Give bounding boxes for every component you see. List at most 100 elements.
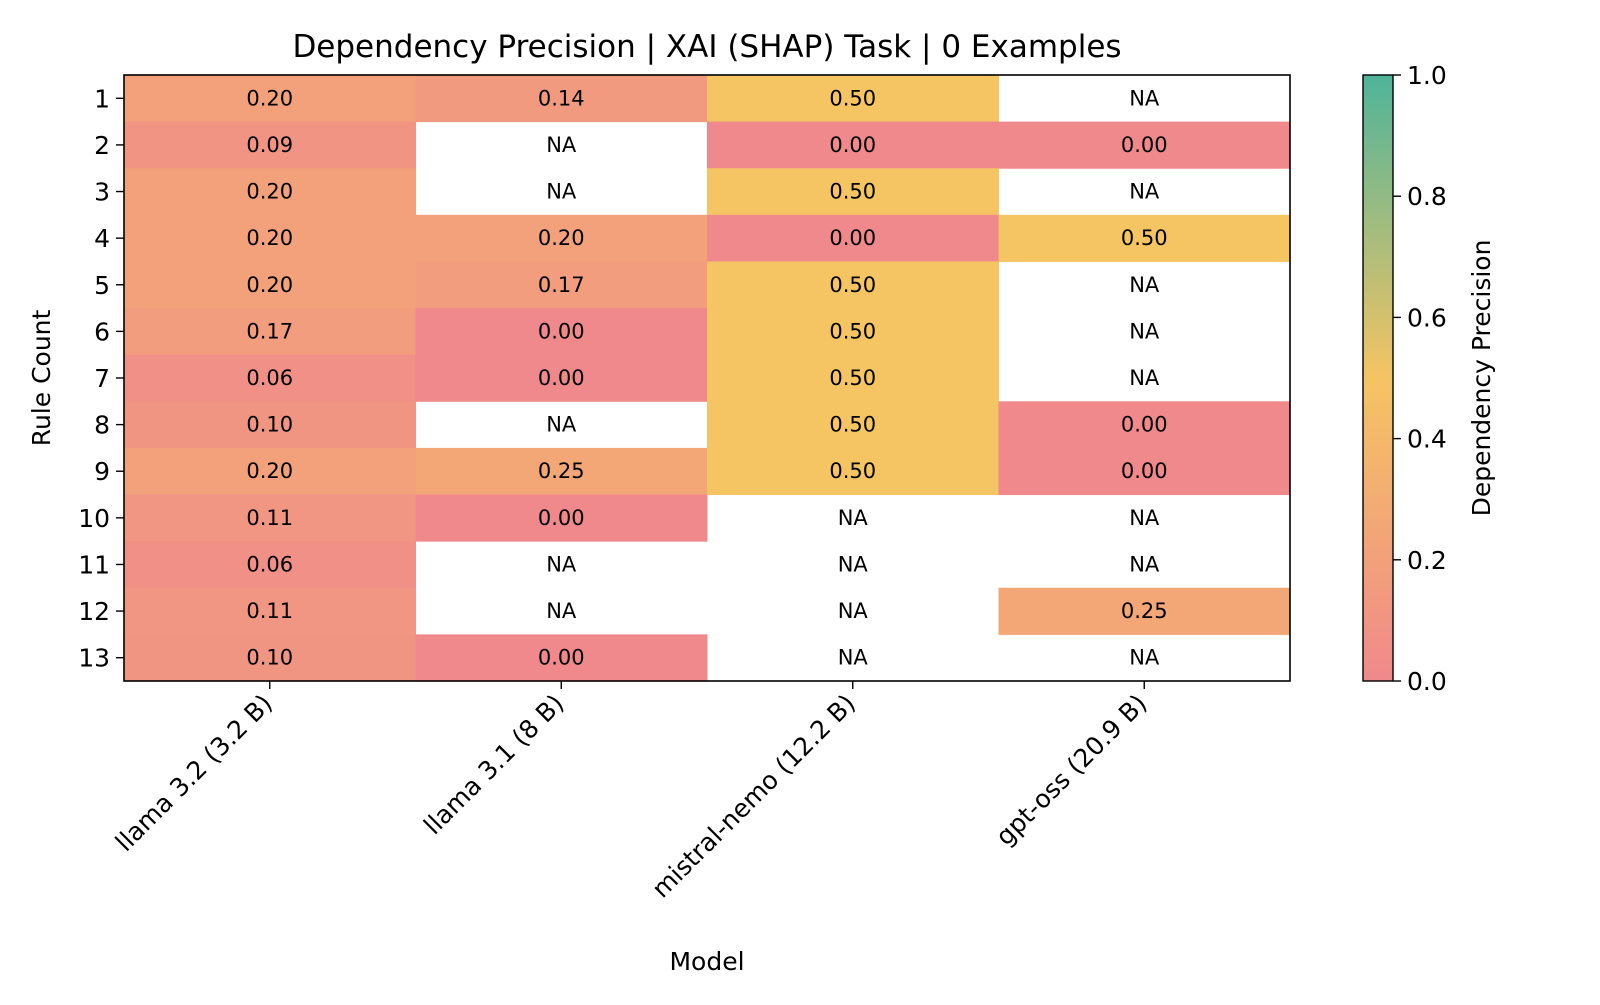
cell-value-r11-c2: NA	[546, 552, 577, 576]
y-tick-label-4: 4	[94, 224, 110, 253]
cell-value-r13-c3: NA	[838, 646, 869, 670]
cell-value-r4-c1: 0.20	[246, 226, 293, 250]
cell-value-r10-c2: 0.00	[538, 506, 585, 530]
heatmap-cell-r8-c4	[998, 401, 1291, 449]
cell-value-r8-c2: NA	[546, 413, 577, 437]
cell-value-r11-c1: 0.06	[246, 552, 293, 576]
cell-value-r9-c3: 0.50	[829, 459, 876, 483]
heatmap-cell-r5-c3	[707, 261, 999, 309]
heatmap-cell-r2-c1	[124, 121, 416, 169]
y-tick-label-10: 10	[78, 504, 110, 533]
heatmap-cell-r5-c1	[124, 261, 416, 309]
heatmap-cell-r5-c2	[415, 261, 708, 309]
heatmap-cell-r4-c1	[124, 214, 416, 262]
heatmap-cell-r8-c1	[124, 401, 416, 449]
colorbar-label: Dependency Precision	[1467, 240, 1496, 517]
x-axis-ticks: llama 3.2 (3.2 B) llama 3.1 (8 B) mistral-…	[110, 681, 1152, 904]
heatmap-cell-r11-c1	[124, 541, 416, 589]
colorbar-ticks: 0.0 0.2 0.4 0.6 0.8 1.0	[1393, 61, 1447, 696]
chart-title: Dependency Precision | XAI (SHAP) Task |…	[292, 29, 1121, 65]
y-tick-label-7: 7	[94, 364, 110, 393]
cell-value-r2-c2: NA	[546, 133, 577, 157]
heatmap-cell-r3-c1	[124, 168, 416, 216]
heatmap-cell-r13-c2	[415, 634, 708, 682]
cell-value-r4-c2: 0.20	[538, 226, 585, 250]
heatmap-cell-r3-c3	[707, 168, 999, 216]
heatmap-cell-r12-c4	[998, 587, 1291, 635]
y-tick-label-6: 6	[94, 317, 110, 346]
cell-value-r3-c4: NA	[1129, 180, 1160, 204]
cell-value-r6-c2: 0.00	[538, 319, 585, 343]
cell-value-r7-c1: 0.06	[246, 366, 293, 390]
cell-value-r3-c1: 0.20	[246, 180, 293, 204]
cell-value-r4-c4: 0.50	[1121, 226, 1168, 250]
colorbar-tick-label-5: 1.0	[1407, 61, 1447, 90]
heatmap-cell-r1-c1	[124, 75, 416, 123]
x-tick-label-3: mistral-nemo (12.2 B)	[646, 689, 861, 904]
heatmap-cell-r6-c3	[707, 308, 999, 356]
cell-value-r5-c3: 0.50	[829, 273, 876, 297]
heatmap-cell-r2-c3	[707, 121, 999, 169]
cell-value-r7-c2: 0.00	[538, 366, 585, 390]
y-tick-label-13: 13	[78, 644, 110, 673]
y-tick-label-11: 11	[78, 550, 110, 579]
cell-value-r12-c4: 0.25	[1121, 599, 1168, 623]
cell-value-r10-c3: NA	[838, 506, 869, 530]
heatmap-cell-r7-c2	[415, 354, 708, 402]
cell-value-r6-c3: 0.50	[829, 319, 876, 343]
colorbar-tick-label-1: 0.2	[1407, 546, 1447, 575]
cell-value-r8-c3: 0.50	[829, 413, 876, 437]
cell-value-r3-c2: NA	[546, 180, 577, 204]
heatmap-cell-r1-c3	[707, 75, 999, 123]
cell-value-r5-c4: NA	[1129, 273, 1160, 297]
cell-value-r10-c1: 0.11	[246, 506, 293, 530]
x-tick-label-1: llama 3.2 (3.2 B)	[110, 689, 278, 857]
y-tick-label-12: 12	[78, 597, 110, 626]
colorbar-tick-label-2: 0.4	[1407, 425, 1447, 454]
x-tick-label-2: llama 3.1 (8 B)	[418, 689, 569, 840]
cell-value-r11-c4: NA	[1129, 552, 1160, 576]
cell-value-r2-c1: 0.09	[246, 133, 293, 157]
cell-value-r13-c1: 0.10	[246, 646, 293, 670]
heatmap-cells	[124, 75, 1291, 682]
x-tick-label-4: gpt-oss (20.9 B)	[990, 689, 1152, 851]
cell-value-r9-c4: 0.00	[1121, 459, 1168, 483]
cell-value-r13-c4: NA	[1129, 646, 1160, 670]
heatmap-cell-r4-c4	[998, 214, 1291, 262]
heatmap-cell-labels: 0.20 0.14 0.50 NA 0.09 NA 0.00 0.00 0.20 NA 0.50 NA…	[246, 86, 1167, 669]
cell-value-r11-c3: NA	[838, 552, 869, 576]
heatmap-cell-r1-c2	[415, 75, 708, 123]
y-tick-label-1: 1	[94, 84, 110, 113]
colorbar-tick-label-3: 0.6	[1407, 303, 1447, 332]
cell-value-r1-c4: NA	[1129, 86, 1160, 110]
cell-value-r2-c4: 0.00	[1121, 133, 1168, 157]
cell-value-r1-c3: 0.50	[829, 86, 876, 110]
cell-value-r1-c2: 0.14	[538, 86, 585, 110]
cell-value-r12-c3: NA	[838, 599, 869, 623]
heatmap-cell-r7-c1	[124, 354, 416, 402]
cell-value-r5-c1: 0.20	[246, 273, 293, 297]
heatmap-cell-r13-c1	[124, 634, 416, 682]
cell-value-r5-c2: 0.17	[538, 273, 585, 297]
cell-value-r3-c3: 0.50	[829, 180, 876, 204]
colorbar-tick-label-4: 0.8	[1407, 182, 1447, 211]
cell-value-r12-c2: NA	[546, 599, 577, 623]
cell-value-r13-c2: 0.00	[538, 646, 585, 670]
cell-value-r10-c4: NA	[1129, 506, 1160, 530]
colorbar-tick-label-0: 0.0	[1407, 667, 1447, 696]
cell-value-r8-c4: 0.00	[1121, 413, 1168, 437]
cell-value-r9-c2: 0.25	[538, 459, 585, 483]
y-tick-label-5: 5	[94, 271, 110, 300]
y-axis-label: Rule Count	[27, 309, 56, 446]
cell-value-r4-c3: 0.00	[829, 226, 876, 250]
heatmap-cell-r4-c3	[707, 214, 999, 262]
heatmap-cell-r10-c2	[415, 494, 708, 542]
heatmap-cell-r6-c1	[124, 308, 416, 356]
heatmap-cell-r9-c2	[415, 447, 708, 496]
cell-value-r9-c1: 0.20	[246, 459, 293, 483]
heatmap-cell-r9-c1	[124, 447, 416, 496]
cell-value-r7-c3: 0.50	[829, 366, 876, 390]
